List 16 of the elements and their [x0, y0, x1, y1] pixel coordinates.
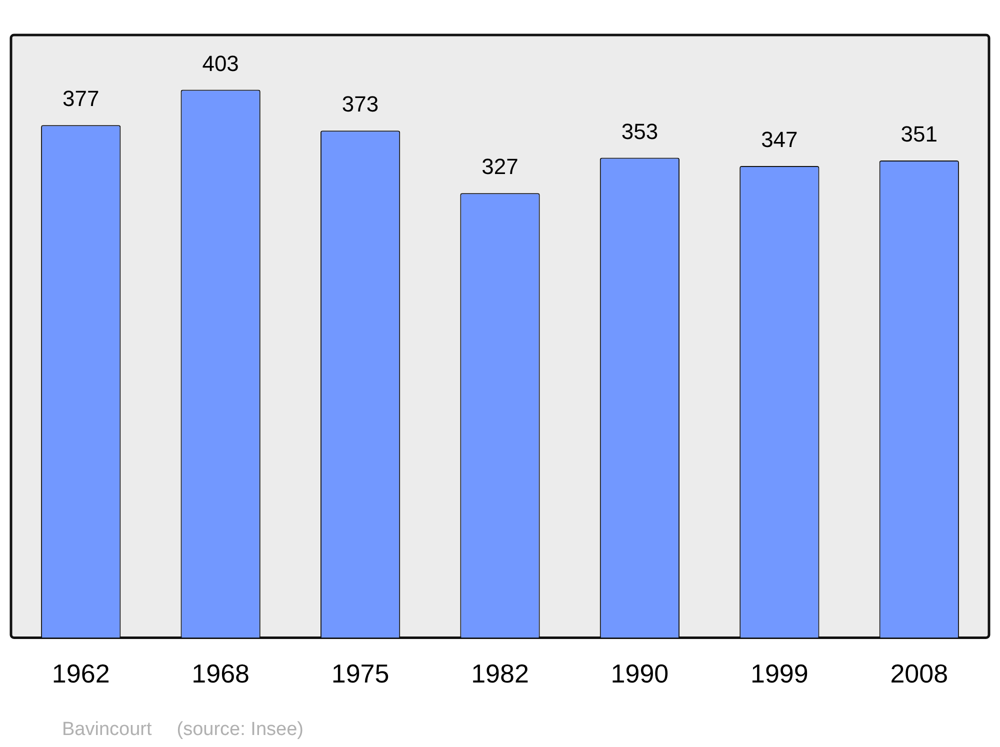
data-label: 403 [202, 50, 239, 76]
text: (source: Insee) [176, 719, 304, 740]
x-tick-label: 1962 [52, 658, 110, 689]
data-label: 377 [62, 86, 100, 112]
data-label: 327 [482, 154, 518, 180]
x-tick-label: 1990 [610, 658, 669, 689]
data-label: 373 [342, 92, 379, 117]
x-tick-label: 2008 [890, 658, 948, 689]
x-tick-label: 1999 [750, 658, 808, 689]
x-tick-label: 1968 [192, 658, 250, 689]
text: Bavincourt [62, 719, 152, 740]
x-tick-label: 1982 [471, 658, 529, 689]
data-label: 353 [621, 118, 658, 144]
data-label: 351 [900, 122, 938, 147]
data-label: 347 [761, 127, 798, 152]
x-tick-label: 1975 [331, 658, 390, 689]
